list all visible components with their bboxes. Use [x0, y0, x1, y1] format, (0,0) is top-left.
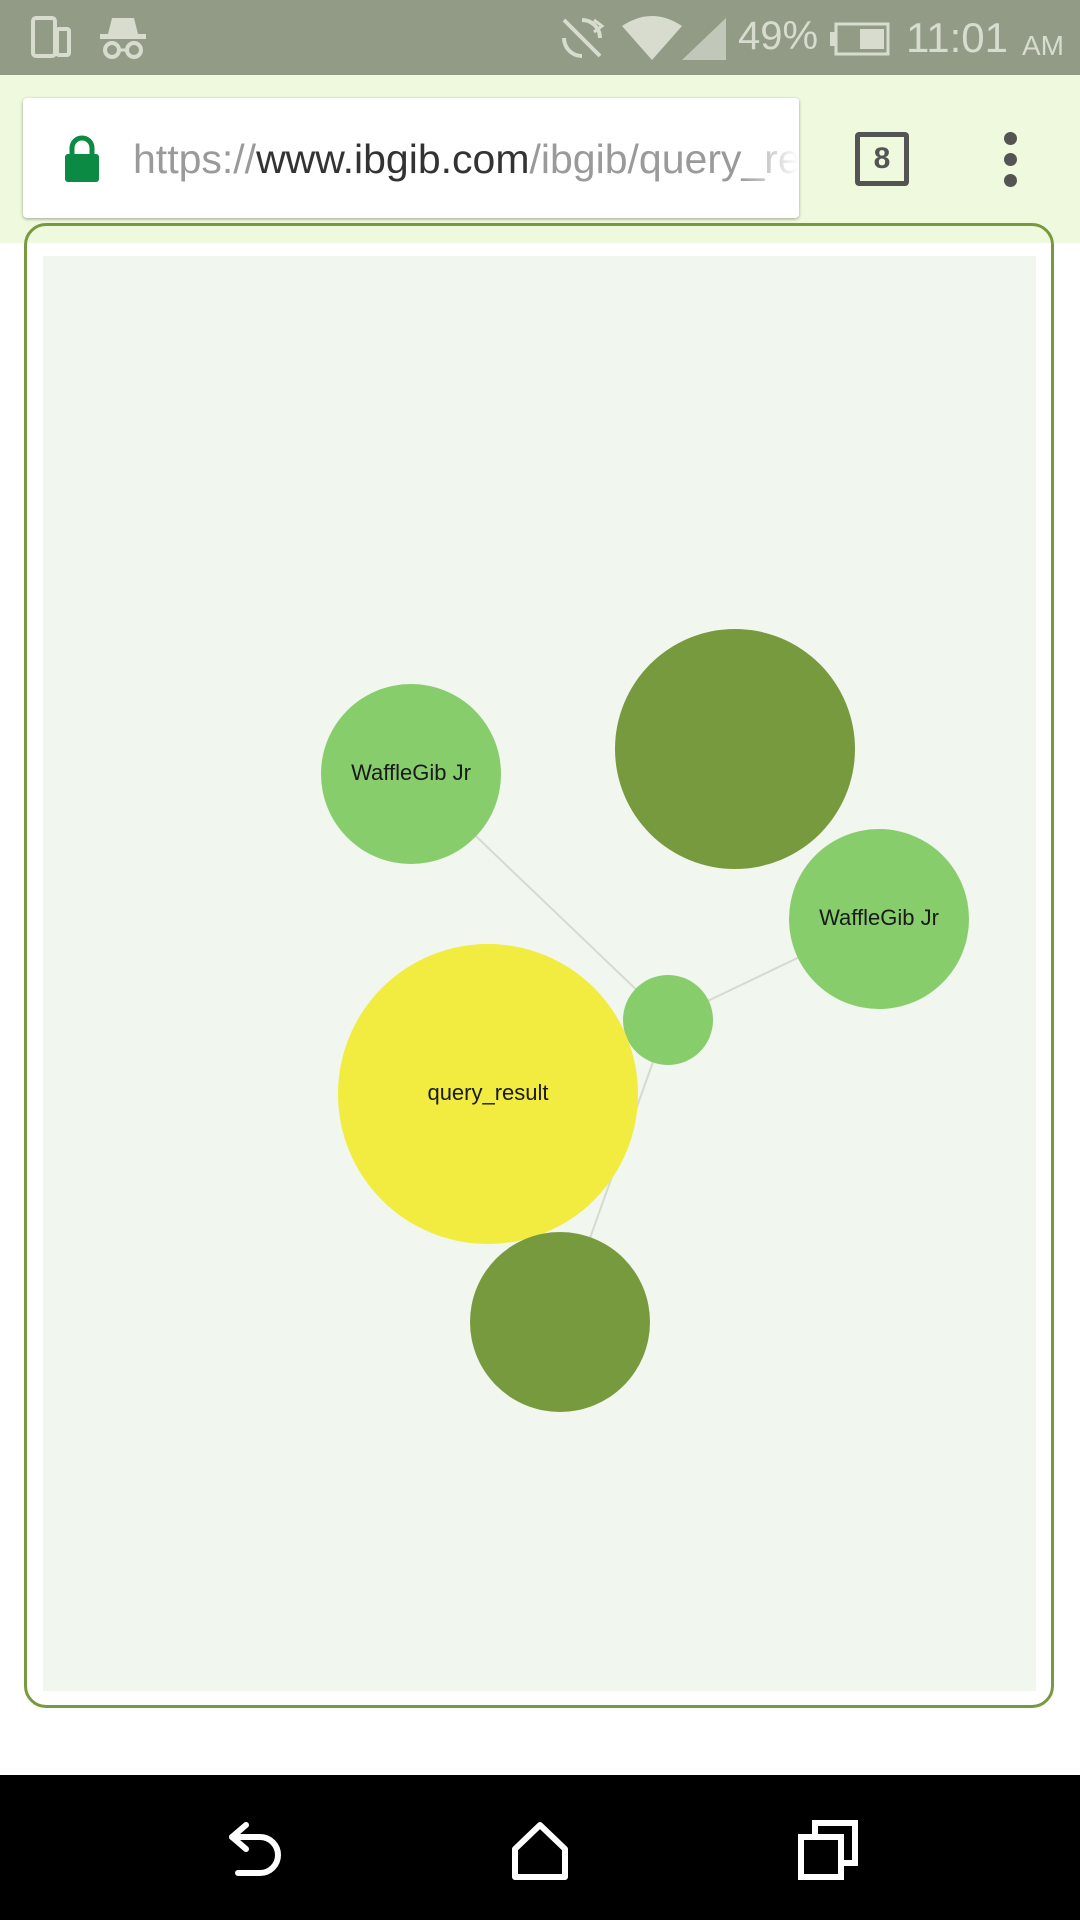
graph-svg[interactable]: WaffleGib Jr WaffleGib Jr query_result [43, 256, 1036, 1691]
clock-ampm: AM [1022, 30, 1064, 61]
wifi-icon [622, 16, 682, 60]
overflow-menu-icon[interactable] [996, 132, 1026, 188]
graph-node-circle[interactable] [789, 829, 969, 1009]
graph-node-waffle-right[interactable]: WaffleGib Jr [789, 829, 969, 1009]
url-host: www.ibgib.com [256, 136, 530, 182]
graph-canvas[interactable]: WaffleGib Jr WaffleGib Jr query_result [43, 256, 1036, 1691]
graph-node-label: query_result [427, 1080, 548, 1105]
signal-icon [682, 18, 726, 60]
page-content: WaffleGib Jr WaffleGib Jr query_result [0, 223, 1080, 1775]
battery-percent: 49% [738, 14, 819, 58]
navigation-bar [0, 1775, 1080, 1920]
graph-node-waffle-left[interactable]: WaffleGib Jr [321, 684, 501, 864]
graph-node-circle[interactable] [470, 1232, 650, 1412]
clock: 11:01 [906, 14, 1008, 61]
graph-node-label: WaffleGib Jr [819, 905, 939, 930]
recents-icon[interactable] [793, 1815, 863, 1885]
incognito-icon [100, 18, 146, 59]
graph-node-circle[interactable] [615, 629, 855, 869]
tab-count: 8 [873, 142, 891, 175]
tab-switcher-icon[interactable]: 8 [855, 132, 909, 186]
battery-icon [830, 22, 890, 56]
url-scheme: https:// [133, 136, 257, 182]
url-text[interactable]: https://www.ibgib.com/ibgib/query_result [133, 136, 799, 183]
sync-off-icon [562, 18, 605, 58]
graph-node-top-right[interactable] [615, 629, 855, 869]
graph-node-circle[interactable] [338, 944, 638, 1244]
back-icon[interactable] [218, 1815, 288, 1885]
graph-frame [24, 223, 1054, 1708]
lock-icon[interactable] [63, 135, 101, 183]
phone-rotate-icon [31, 16, 71, 58]
browser-toolbar: https://www.ibgib.com/ibgib/query_result… [0, 75, 1080, 243]
graph-node-circle[interactable] [321, 684, 501, 864]
graph-node-circle[interactable] [623, 975, 713, 1065]
graph-node-hub[interactable] [623, 975, 713, 1065]
graph-node-query-result[interactable]: query_result [338, 944, 638, 1244]
graph-node-label: WaffleGib Jr [351, 760, 471, 785]
graph-node-bottom[interactable] [470, 1232, 650, 1412]
url-bar[interactable]: https://www.ibgib.com/ibgib/query_result [23, 98, 799, 218]
status-bar: 49% 11:01 AM [0, 0, 1080, 75]
url-fade [739, 98, 799, 218]
home-icon[interactable] [505, 1815, 575, 1885]
